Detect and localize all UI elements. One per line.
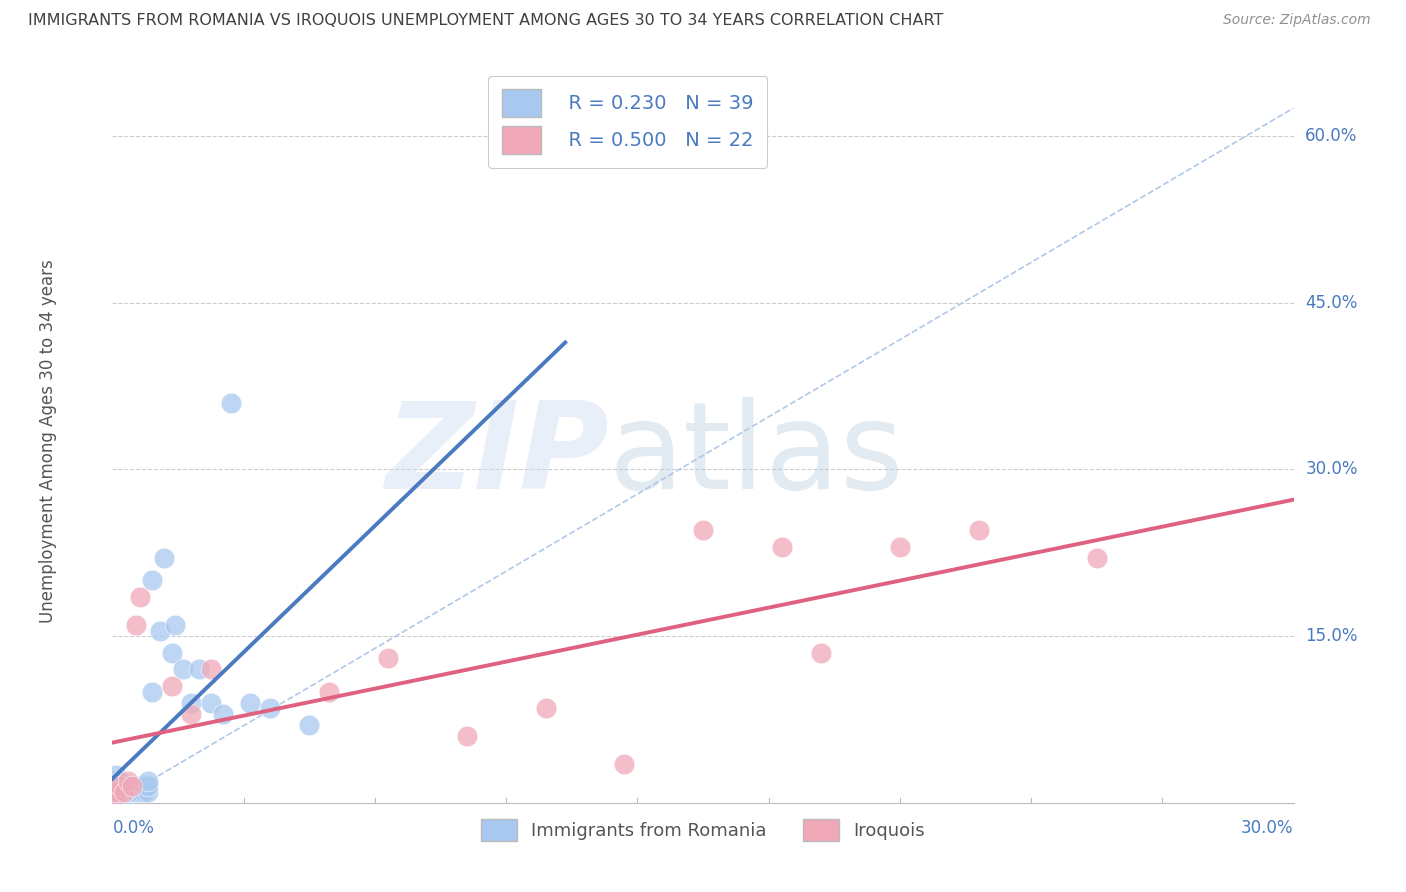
Point <box>1085 551 1108 566</box>
Point <box>110 785 132 799</box>
Point <box>105 790 128 805</box>
Text: 30.0%: 30.0% <box>1305 460 1358 478</box>
Point <box>117 779 139 793</box>
Legend: Immigrants from Romania, Iroquois: Immigrants from Romania, Iroquois <box>474 812 932 848</box>
Point <box>136 779 159 793</box>
Point <box>121 785 143 799</box>
Point <box>129 785 152 799</box>
Point <box>165 618 187 632</box>
Point <box>770 540 793 554</box>
Point <box>141 574 163 588</box>
Text: 30.0%: 30.0% <box>1241 820 1294 838</box>
Point <box>125 618 148 632</box>
Point <box>188 662 211 676</box>
Point <box>136 773 159 788</box>
Point <box>377 651 399 665</box>
Text: ZIP: ZIP <box>385 398 609 515</box>
Point <box>692 524 714 538</box>
Point <box>129 590 152 604</box>
Point <box>613 756 636 771</box>
Point <box>112 785 135 799</box>
Point <box>110 779 132 793</box>
Text: atlas: atlas <box>609 398 904 515</box>
Point <box>889 540 911 554</box>
Point <box>180 696 202 710</box>
Point <box>110 773 132 788</box>
Point <box>298 718 321 732</box>
Text: Unemployment Among Ages 30 to 34 years: Unemployment Among Ages 30 to 34 years <box>38 260 56 624</box>
Point <box>117 785 139 799</box>
Point <box>219 395 242 409</box>
Text: IMMIGRANTS FROM ROMANIA VS IROQUOIS UNEMPLOYMENT AMONG AGES 30 TO 34 YEARS CORRE: IMMIGRANTS FROM ROMANIA VS IROQUOIS UNEM… <box>28 13 943 29</box>
Text: 45.0%: 45.0% <box>1305 293 1358 311</box>
Text: 0.0%: 0.0% <box>112 820 155 838</box>
Point <box>967 524 990 538</box>
Point <box>172 662 194 676</box>
Point <box>125 779 148 793</box>
Point <box>149 624 172 638</box>
Point <box>239 696 262 710</box>
Point <box>105 785 128 799</box>
Point <box>810 646 832 660</box>
Point <box>105 768 128 782</box>
Point <box>211 706 233 721</box>
Point <box>121 779 143 793</box>
Point <box>141 684 163 698</box>
Point <box>259 701 281 715</box>
Point <box>534 701 557 715</box>
Point <box>117 773 139 788</box>
Text: 60.0%: 60.0% <box>1305 127 1358 145</box>
Point <box>105 773 128 788</box>
Text: Source: ZipAtlas.com: Source: ZipAtlas.com <box>1223 13 1371 28</box>
Text: 15.0%: 15.0% <box>1305 627 1358 645</box>
Point <box>105 785 128 799</box>
Point <box>110 779 132 793</box>
Point <box>160 646 183 660</box>
Point <box>110 790 132 805</box>
Point <box>129 779 152 793</box>
Point <box>125 785 148 799</box>
Point <box>132 779 155 793</box>
Point <box>200 696 222 710</box>
Point <box>105 790 128 805</box>
Point <box>318 684 340 698</box>
Point <box>121 779 143 793</box>
Point <box>160 679 183 693</box>
Point <box>132 785 155 799</box>
Point <box>152 551 174 566</box>
Point <box>105 779 128 793</box>
Point <box>180 706 202 721</box>
Point <box>112 790 135 805</box>
Point <box>200 662 222 676</box>
Point <box>456 729 478 743</box>
Point <box>136 785 159 799</box>
Point <box>112 785 135 799</box>
